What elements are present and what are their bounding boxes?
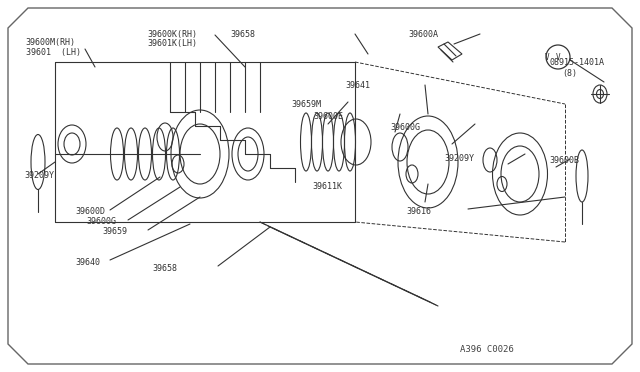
Text: (8): (8) [562,69,577,78]
Text: 39601  (LH): 39601 (LH) [26,48,81,57]
Text: 39616: 39616 [406,207,431,216]
Text: 39640: 39640 [76,258,100,267]
Text: 39658: 39658 [230,30,255,39]
Text: 08915-1401A: 08915-1401A [549,58,604,67]
Text: 39659M: 39659M [291,100,321,109]
Text: A396 C0026: A396 C0026 [460,345,514,354]
Text: 39600G: 39600G [390,123,420,132]
Text: 39658: 39658 [152,264,177,273]
Text: 39611K: 39611K [312,182,342,191]
Text: 39641: 39641 [346,81,371,90]
Text: 39209Y: 39209Y [24,171,54,180]
Text: V: V [556,52,560,61]
Text: 39600K(RH): 39600K(RH) [147,30,197,39]
Text: 39600G: 39600G [86,217,116,226]
Text: 39600M(RH): 39600M(RH) [26,38,76,47]
Text: 39600E: 39600E [314,112,344,121]
Text: 39600D: 39600D [76,207,106,216]
Text: V: V [545,52,549,61]
Text: 39659: 39659 [102,227,127,236]
Text: 39600A: 39600A [408,30,438,39]
Text: 39601K(LH): 39601K(LH) [147,39,197,48]
Text: 39209Y: 39209Y [445,154,475,163]
Text: 39600B: 39600B [549,156,579,165]
